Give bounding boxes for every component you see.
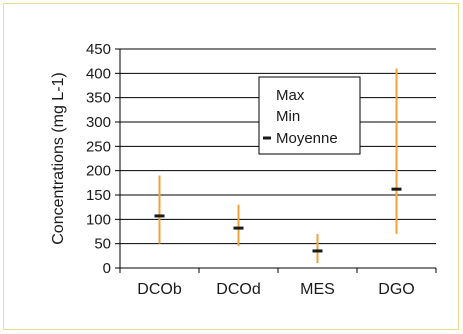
y-tick-label-400: 400: [86, 65, 111, 82]
legend-label-max: Max: [276, 87, 305, 104]
legend-box: [258, 76, 361, 155]
legend-label-moyenne: Moyenne: [276, 130, 338, 147]
y-tick-label-450: 450: [86, 41, 111, 58]
x-tick-label-mes: MES: [300, 281, 335, 298]
x-tick-label-dgo: DGO: [378, 281, 414, 298]
y-tick-label-200: 200: [86, 163, 111, 180]
y-tick-label-0: 0: [103, 260, 111, 277]
x-tick-label-dcob: DCOb: [137, 281, 182, 298]
x-tick-label-dcod: DCOd: [216, 281, 260, 298]
y-tick-label-100: 100: [86, 211, 111, 228]
y-tick-label-300: 300: [86, 114, 111, 131]
figure-border: [3, 3, 459, 330]
legend-label-min: Min: [276, 108, 300, 125]
range-marks: [154, 68, 402, 264]
y-tick-label-50: 50: [94, 236, 111, 253]
y-tick-label-150: 150: [86, 187, 111, 204]
y-tick-label-350: 350: [86, 90, 111, 107]
y-axis-label: Concentrations (mg L-1): [50, 72, 67, 245]
y-axis-ticks: 0 50 100 150 200 250 300 350 400 450: [86, 41, 120, 277]
x-axis-ticks: DCOb DCOd MES DGO: [119, 268, 437, 298]
y-tick-label-250: 250: [86, 138, 111, 155]
legend: Max Min Moyenne: [258, 76, 361, 155]
